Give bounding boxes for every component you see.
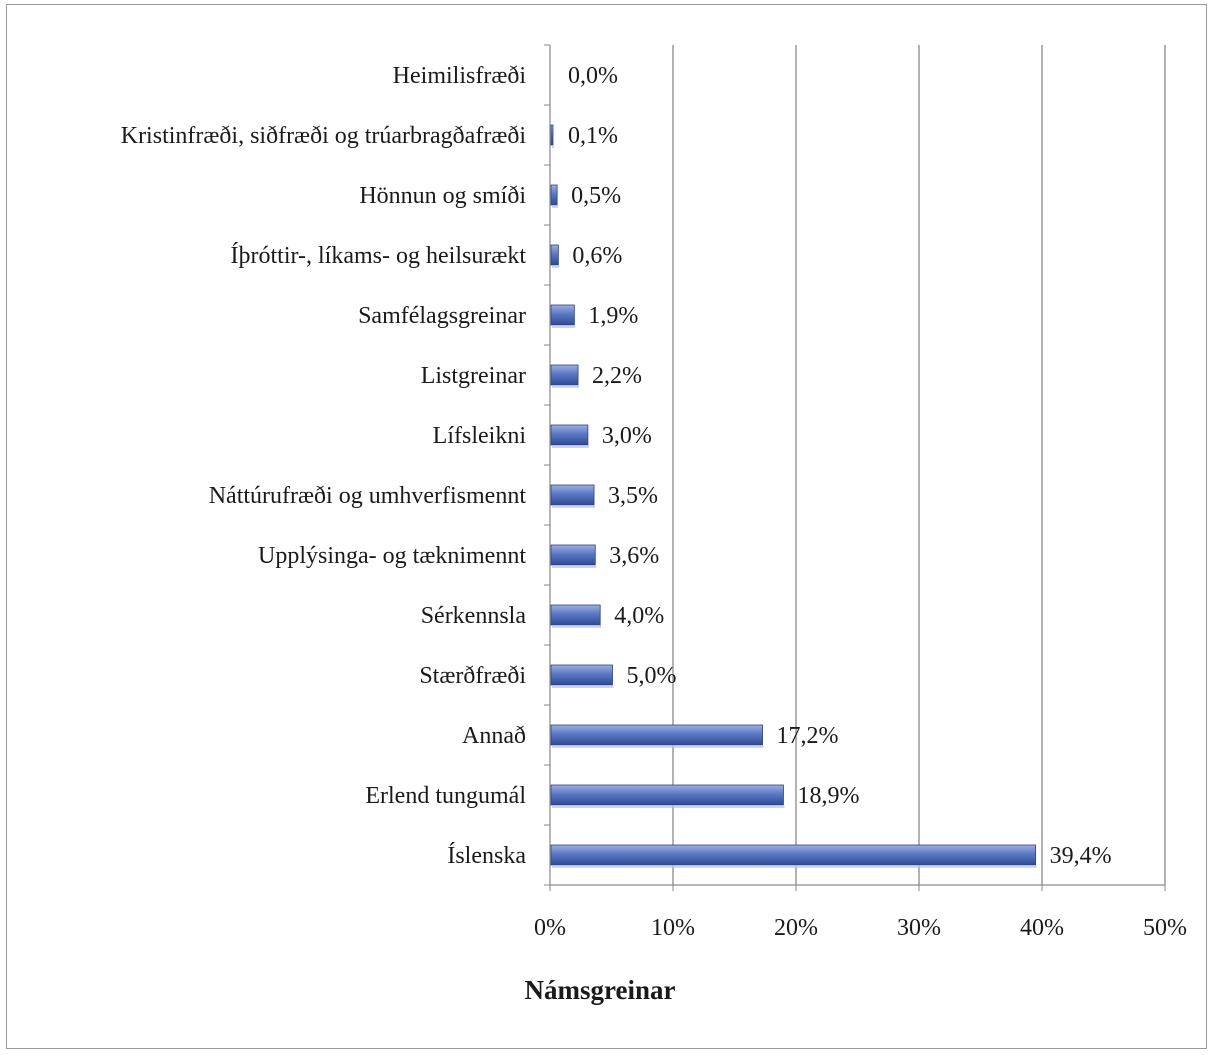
category-label: Listgreinar: [421, 363, 526, 389]
bar: [550, 124, 554, 146]
bar-shadow: [552, 445, 589, 448]
bar-shadow: [552, 385, 580, 388]
value-label: 3,6%: [609, 543, 659, 569]
x-axis-title: Námsgreinar: [525, 975, 676, 1005]
category-label: Samfélagsgreinar: [358, 303, 526, 329]
value-label: 39,4%: [1050, 843, 1112, 869]
category-label: Lífsleikni: [433, 423, 527, 449]
bar-shadow: [552, 745, 764, 748]
bar-shadow: [552, 685, 614, 688]
category-label: Sérkennsla: [421, 603, 527, 629]
bar-shadow: [552, 805, 785, 808]
bar-shadow: [552, 565, 597, 568]
bar: [550, 244, 559, 266]
value-label: 4,0%: [614, 603, 664, 629]
value-label: 2,2%: [592, 363, 642, 389]
bar: [550, 484, 595, 506]
value-label: 0,1%: [568, 123, 618, 149]
axes: [544, 44, 1166, 891]
category-label: Stærðfræði: [419, 663, 526, 689]
bar-shadow: [552, 145, 554, 148]
bar-chart: 0% 10% 20% 30% 40% 50% Heimilisfræði 0,0% Kristi…: [121, 44, 1187, 1005]
value-label: 18,9%: [797, 783, 859, 809]
bar: [550, 364, 579, 386]
bar: [550, 784, 784, 806]
value-label: 1,9%: [588, 303, 638, 329]
value-label: 0,6%: [572, 243, 622, 269]
bar: [550, 604, 601, 626]
bar: [550, 844, 1037, 866]
x-tick-label: 50%: [1143, 915, 1187, 941]
chart-frame: 0% 10% 20% 30% 40% 50% Heimilisfræði 0,0% Kristi…: [6, 4, 1207, 1049]
value-label: 17,2%: [777, 723, 839, 749]
value-label: 0,0%: [568, 63, 618, 89]
bar: [550, 724, 763, 746]
value-label: 5,0%: [627, 663, 677, 689]
x-tick-label: 40%: [1020, 915, 1064, 941]
x-tick-label: 20%: [774, 915, 818, 941]
category-label: Annað: [462, 723, 526, 749]
x-tick-label: 0%: [534, 915, 566, 941]
category-label: Íþróttir-, líkams- og heilsurækt: [231, 243, 527, 269]
bar-shadow: [552, 205, 559, 208]
value-label: 0,5%: [571, 183, 621, 209]
bar-shadow: [552, 865, 1037, 868]
value-label: 3,5%: [608, 483, 658, 509]
category-label: Hönnun og smíði: [359, 183, 526, 209]
x-tick-label: 30%: [897, 915, 941, 941]
gridlines: [672, 45, 1166, 885]
labels: 0% 10% 20% 30% 40% 50% Heimilisfræði 0,0% Kristi…: [121, 63, 1187, 941]
category-label: Heimilisfræði: [393, 63, 527, 89]
bar-shadow: [552, 625, 602, 628]
bar: [550, 544, 596, 566]
bar: [550, 304, 575, 326]
x-tick-label: 10%: [651, 915, 695, 941]
category-label: Náttúrufræði og umhverfismennt: [209, 483, 527, 509]
category-label: Íslenska: [447, 843, 526, 869]
bar-shadow: [552, 505, 596, 508]
bar: [550, 664, 613, 686]
category-label: Upplýsinga- og tæknimennt: [258, 543, 526, 569]
bar: [550, 424, 589, 446]
bar: [550, 184, 558, 206]
value-label: 3,0%: [602, 423, 652, 449]
bar-shadow: [552, 265, 560, 268]
category-label: Erlend tungumál: [365, 783, 526, 809]
category-label: Kristinfræði, siðfræði og trúarbragðafræ…: [121, 123, 527, 149]
bars: [550, 124, 1037, 868]
bar-shadow: [552, 325, 576, 328]
